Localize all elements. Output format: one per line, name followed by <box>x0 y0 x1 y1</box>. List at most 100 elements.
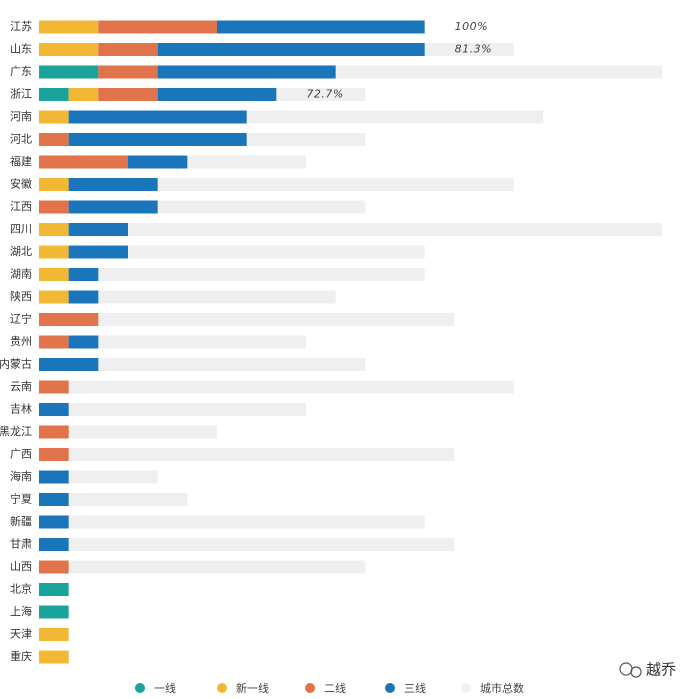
bar-segment <box>39 313 99 326</box>
bar-segment <box>39 650 69 664</box>
y-tick-label: 湖南 <box>10 268 32 281</box>
bar-segment <box>39 20 99 34</box>
bar-segment <box>68 268 99 281</box>
bar-segment <box>39 133 69 146</box>
bar-segment <box>39 88 69 101</box>
total-bar <box>39 245 425 259</box>
coverage-label: 72.7% <box>306 88 343 101</box>
y-tick-label: 四川 <box>10 223 32 236</box>
legend-label: 一线 <box>154 681 176 695</box>
y-tick-label: 上海 <box>10 604 32 618</box>
bar-segment <box>68 200 158 214</box>
total-bar <box>39 448 455 461</box>
watermark: 越乔 <box>619 661 676 679</box>
bar-segment <box>39 245 69 259</box>
total-bar <box>39 425 217 439</box>
y-tick-label: 山西 <box>10 560 32 573</box>
y-tick-label: 浙江 <box>10 88 32 101</box>
bar-segment <box>217 20 425 34</box>
total-bar <box>39 358 366 371</box>
legend-label: 城市总数 <box>480 681 524 695</box>
bar-segment <box>157 65 336 79</box>
total-bar <box>39 223 662 236</box>
bar-segment <box>39 425 69 439</box>
y-tick-label: 内蒙古 <box>0 357 32 371</box>
bar-segment <box>39 268 69 281</box>
bar-segment <box>68 133 247 146</box>
y-tick-label: 北京 <box>10 582 32 596</box>
y-tick-label: 广西 <box>10 448 32 461</box>
watermark-text: 越乔 <box>646 661 676 679</box>
bar-segment <box>39 43 99 56</box>
y-tick-label: 广东 <box>10 65 32 78</box>
bar-segment <box>39 290 69 304</box>
bar-segment <box>68 88 99 101</box>
bar-segment <box>39 178 69 191</box>
bar-segment <box>39 200 69 214</box>
bar-segment <box>39 358 99 371</box>
total-bar <box>39 403 306 416</box>
legend-label: 二线 <box>324 681 346 695</box>
bar-segment <box>39 583 69 596</box>
bar-segment <box>39 538 69 551</box>
legend-marker <box>305 683 315 693</box>
y-tick-label: 湖北 <box>10 245 32 258</box>
bar-segment <box>39 448 69 461</box>
bar-segment <box>68 178 158 191</box>
bar-segment <box>128 155 188 169</box>
y-tick-label: 宁夏 <box>10 492 32 506</box>
y-tick-label: 山东 <box>10 43 32 56</box>
bar-segment <box>157 88 277 101</box>
bar-segment <box>39 335 69 349</box>
legend-marker <box>217 683 227 693</box>
bar-segment <box>39 605 69 619</box>
bar-segment <box>39 628 69 641</box>
bar-segment <box>39 223 69 236</box>
legend-marker <box>461 683 471 693</box>
bar-segment <box>68 223 128 236</box>
total-bar <box>39 290 336 304</box>
bar-segment <box>39 65 99 79</box>
bar-segment <box>98 65 158 79</box>
y-tick-label: 福建 <box>10 154 32 168</box>
y-tick-label: 陕西 <box>10 289 32 303</box>
total-bar <box>39 560 366 574</box>
total-bar <box>39 515 425 529</box>
y-tick-label: 甘肃 <box>10 538 32 551</box>
watermark-icon <box>619 662 633 676</box>
y-tick-label: 贵州 <box>10 335 32 348</box>
bar-segment <box>39 515 69 529</box>
y-tick-label: 天津 <box>10 628 32 641</box>
watermark-icon <box>630 666 642 678</box>
bar-segment <box>68 335 99 349</box>
legend-label: 三线 <box>404 681 426 695</box>
bar-segment <box>39 470 69 484</box>
coverage-label: 81.3% <box>455 43 492 56</box>
bar-segment <box>68 290 99 304</box>
total-bar <box>39 335 306 349</box>
legend-marker <box>385 683 395 693</box>
bar-segment <box>98 20 217 34</box>
bar-segment <box>68 110 247 124</box>
bar-segment <box>98 88 158 101</box>
bar-segment <box>39 110 69 124</box>
total-bar <box>39 268 425 281</box>
y-tick-label: 江苏 <box>10 20 32 33</box>
legend-label: 新一线 <box>236 681 269 695</box>
y-tick-label: 安徽 <box>10 177 32 191</box>
total-bar <box>39 313 455 326</box>
bar-segment <box>39 403 69 416</box>
total-bar <box>39 380 514 394</box>
bar-segment <box>157 43 425 56</box>
y-tick-label: 吉林 <box>10 402 32 416</box>
bar-segment <box>39 493 69 506</box>
y-tick-label: 辽宁 <box>10 312 32 326</box>
bar-segment <box>39 155 128 169</box>
y-tick-label: 海南 <box>10 469 32 483</box>
y-tick-label: 河南 <box>10 110 32 123</box>
y-tick-label: 黑龙江 <box>0 425 32 438</box>
y-tick-label: 新疆 <box>10 514 32 528</box>
y-tick-label: 江西 <box>10 200 32 213</box>
total-bar <box>39 493 188 506</box>
